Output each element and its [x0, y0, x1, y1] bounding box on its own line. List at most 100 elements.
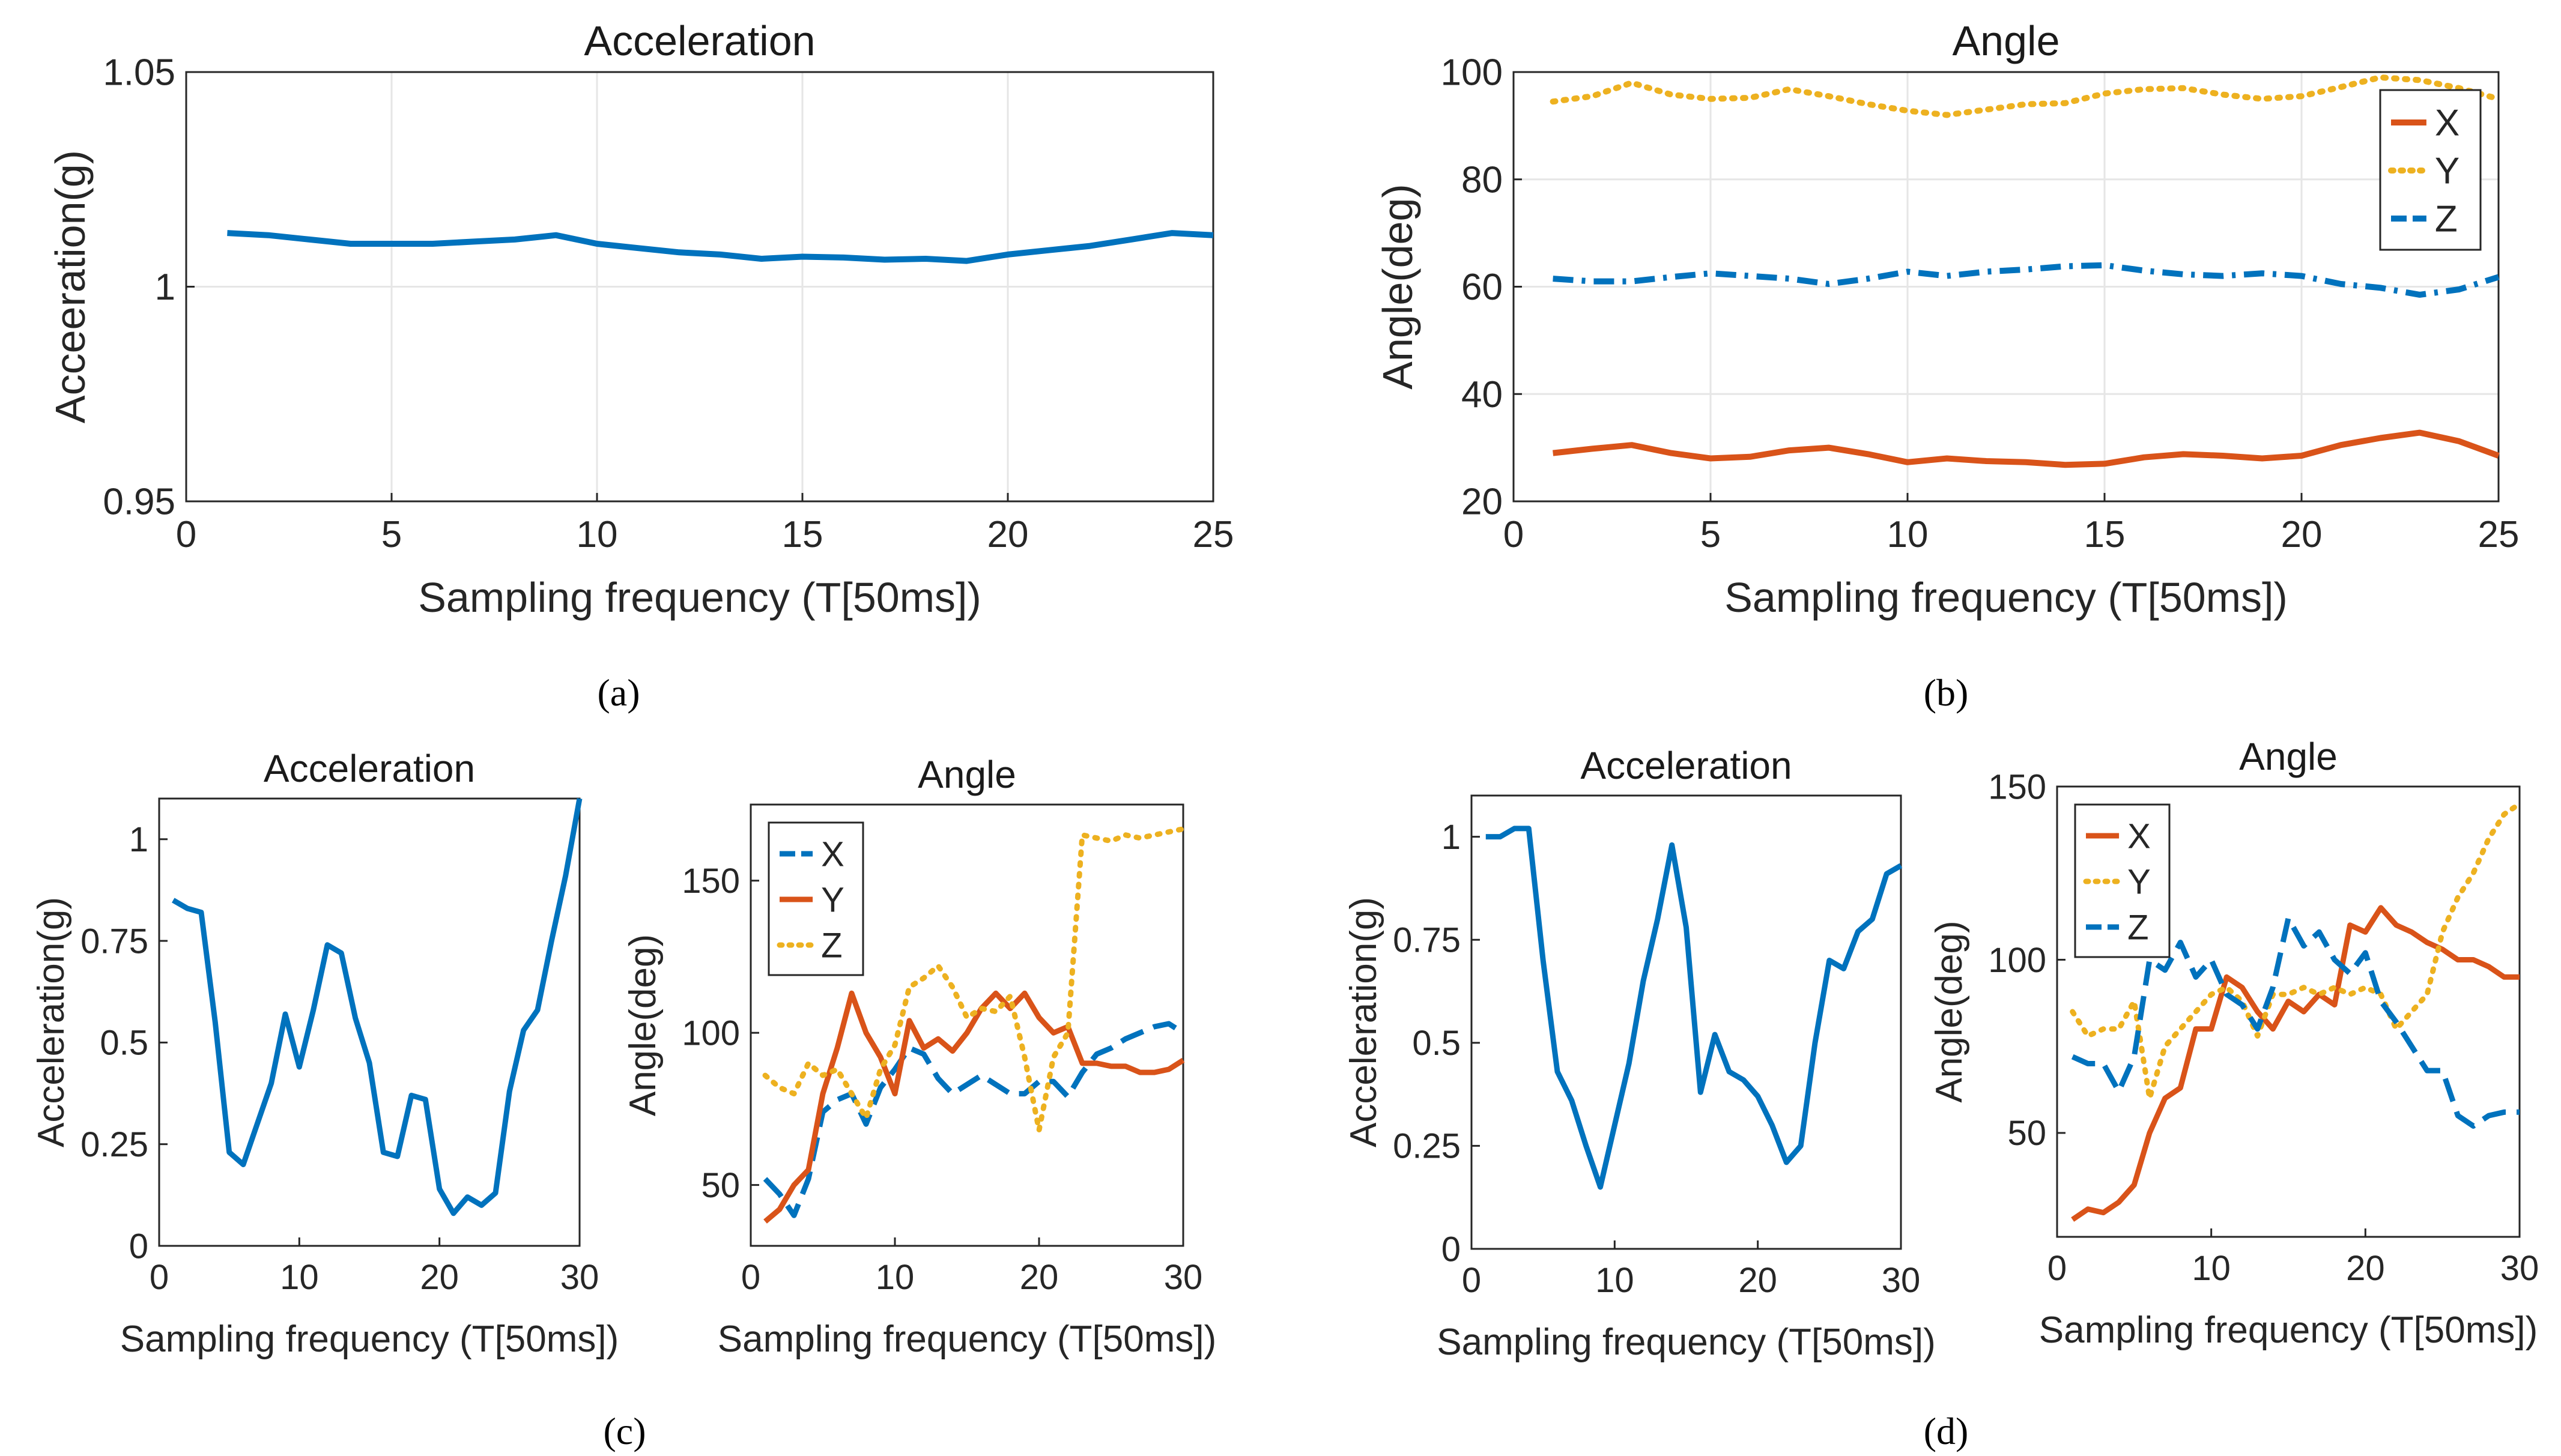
x-tick-label: 30: [560, 1258, 599, 1297]
legend-label-y: Y: [821, 880, 844, 919]
legend-label-y: Y: [2127, 862, 2151, 901]
chart-title: Acceleration: [264, 747, 475, 790]
x-tick-label: 0: [2047, 1249, 2067, 1288]
y-tick-label: 1: [1441, 818, 1461, 857]
legend-box: [2379, 89, 2482, 251]
x-tick-label: 10: [1595, 1261, 1634, 1300]
panel-c-acceleration-chart: 0 10 20 30 0 0.25 0.5 0.75 1 Acceleration Sampling…: [31, 747, 619, 1360]
y-axis-label: Angle(deg): [1374, 184, 1421, 389]
y-tick-label: 50: [701, 1166, 740, 1205]
x-tick-label: 20: [420, 1258, 459, 1297]
legend-label-z: Z: [2435, 199, 2458, 240]
y-tick-label: 20: [1461, 482, 1503, 523]
legend-label-y: Y: [2435, 151, 2459, 192]
y-tick-label: 0.5: [1412, 1024, 1461, 1063]
x-tick-label: 25: [2478, 514, 2520, 555]
x-tick-label: 5: [1700, 514, 1721, 555]
y-tick-label: 1: [129, 820, 148, 859]
series-line-acceleration: [172, 798, 583, 1216]
y-tick-label: 0.75: [80, 922, 148, 961]
y-tick-label: 100: [1988, 941, 2046, 980]
series-line-x: [2071, 905, 2520, 1222]
legend-label-x: X: [2127, 817, 2151, 856]
legend-label-z: Z: [821, 926, 842, 965]
panel-label-c: (c): [603, 1410, 646, 1452]
legend: XYZ: [2379, 89, 2482, 251]
x-tick-label: 0: [1503, 514, 1524, 555]
chart-title: Acceleration: [584, 17, 815, 64]
x-tick-label: 0: [1462, 1261, 1481, 1300]
y-tick-label: 150: [682, 862, 740, 901]
y-axis-label: Angle(deg): [1929, 920, 1970, 1102]
series-line-acceleration: [227, 230, 1214, 264]
plot-area-frame: [1470, 794, 1902, 1250]
y-tick-label: 1.05: [103, 52, 175, 94]
x-tick-label: 10: [876, 1258, 915, 1297]
panel-a-acceleration-chart: 0 5 10 15 20 25 0.95 1 1.05 Acceleration Sampling …: [47, 17, 1234, 621]
y-tick-label: 0: [1441, 1230, 1461, 1269]
chart-title: Angle: [1952, 17, 2059, 64]
x-tick-label: 30: [1164, 1258, 1203, 1297]
chart-title: Acceleration: [1580, 744, 1792, 787]
series-line-y: [1550, 74, 2502, 118]
y-tick-label: 60: [1461, 267, 1503, 308]
plot-area-frame: [750, 803, 1184, 1247]
legend: XYZ: [768, 821, 864, 976]
series-line-y: [763, 990, 1185, 1224]
series-line-acceleration: [1485, 826, 1903, 1190]
y-axis-label: Acceleration(g): [1343, 897, 1384, 1147]
legend-label-x: X: [821, 835, 844, 874]
x-axis-label: Sampling frequency (T[50ms]): [1724, 574, 2288, 621]
series-line-z: [1553, 262, 2500, 298]
y-tick-label: 0.25: [1393, 1127, 1461, 1166]
panel-label-b: (b): [1924, 671, 1969, 714]
x-tick-label: 15: [782, 514, 823, 555]
x-tick-label: 30: [2500, 1249, 2539, 1288]
panel-label-a: (a): [597, 671, 640, 714]
panel-label-d: (d): [1924, 1410, 1969, 1452]
y-tick-label: 100: [682, 1013, 740, 1053]
x-axis-label: Sampling frequency (T[50ms]): [120, 1319, 619, 1360]
series-line-z: [762, 826, 1186, 1133]
x-axis-label: Sampling frequency (T[50ms]): [718, 1319, 1216, 1360]
x-tick-label: 20: [2281, 514, 2323, 555]
x-tick-label: 20: [1020, 1258, 1059, 1297]
chart-title: Angle: [918, 753, 1016, 796]
x-axis-label: Sampling frequency (T[50ms]): [2039, 1309, 2538, 1351]
x-axis-label: Sampling frequency (T[50ms]): [1437, 1322, 1935, 1363]
y-tick-label: 150: [1988, 767, 2046, 806]
x-tick-label: 30: [1882, 1261, 1921, 1300]
y-tick-label: 0.5: [100, 1024, 148, 1063]
panel-d-acceleration-chart: 0 10 20 30 0 0.25 0.5 0.75 1 Acceleration Sampling…: [1343, 744, 1936, 1363]
y-tick-label: 0.75: [1393, 921, 1461, 960]
y-tick-label: 0: [129, 1227, 148, 1266]
x-tick-label: 5: [381, 514, 402, 555]
x-tick-label: 0: [150, 1258, 169, 1297]
x-tick-label: 10: [280, 1258, 319, 1297]
y-tick-label: 50: [2007, 1114, 2046, 1153]
legend: XYZ: [2074, 803, 2171, 958]
y-tick-label: 40: [1461, 374, 1503, 415]
legend-label-z: Z: [2127, 908, 2148, 947]
x-tick-label: 15: [2084, 514, 2126, 555]
series-line-y: [2070, 801, 2523, 1101]
y-axis-label: Acceeration(g): [47, 150, 94, 423]
y-axis-label: Angle(deg): [622, 934, 664, 1116]
series-line-z: [2071, 915, 2520, 1129]
series-line-x: [763, 1021, 1185, 1218]
x-tick-label: 10: [1887, 514, 1929, 555]
y-tick-label: 0.95: [103, 482, 175, 523]
x-tick-label: 20: [2346, 1249, 2385, 1288]
chart-title: Angle: [2239, 735, 2338, 778]
x-tick-label: 20: [1738, 1261, 1777, 1300]
panel-c-angle-chart: 0 10 20 30 50 100 150 Angle Sampling frequency (…: [622, 753, 1216, 1360]
panel-d-angle-chart: 0 10 20 30 50 100 150 Angle Sampling frequency (…: [1929, 735, 2539, 1351]
x-tick-label: 0: [176, 514, 196, 555]
x-tick-label: 10: [577, 514, 618, 555]
x-tick-label: 0: [741, 1258, 760, 1297]
x-axis-label: Sampling frequency (T[50ms]): [418, 574, 981, 621]
y-tick-label: 0.25: [80, 1125, 148, 1164]
panel-b-angle-chart: 0 5 10 15 20 25 20 40 60 80 100 Angle Sampling frequ…: [1374, 17, 2519, 621]
x-tick-label: 10: [2192, 1249, 2231, 1288]
